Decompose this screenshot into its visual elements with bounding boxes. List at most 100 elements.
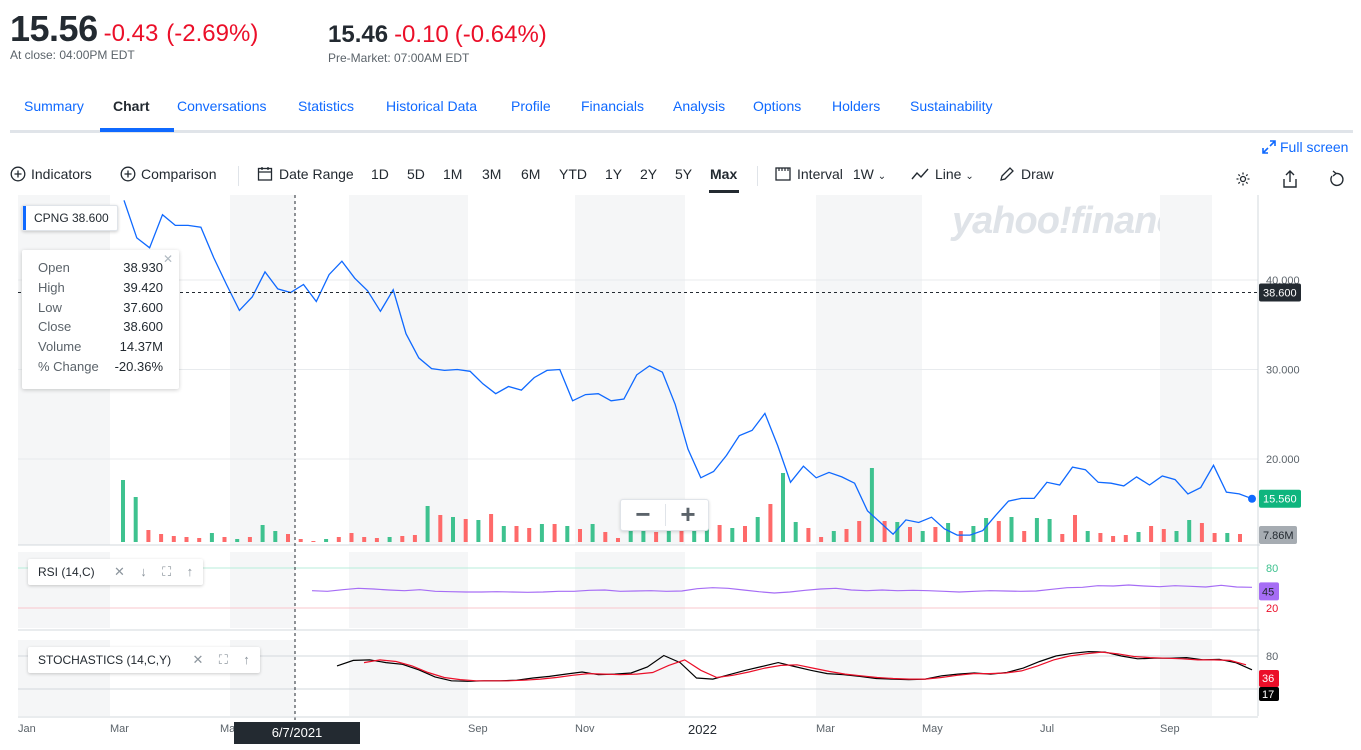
x-tick-label: Mar — [110, 723, 129, 735]
volume-bar — [121, 480, 125, 542]
plus-circle-icon — [120, 166, 136, 182]
range-3m[interactable]: 3M — [482, 166, 502, 182]
volume-bar — [451, 517, 455, 542]
stoch-d-line — [363, 651, 1247, 682]
close-time-label: At close: 04:00PM EDT — [10, 48, 135, 62]
close-icon[interactable]: ✕ — [114, 564, 125, 579]
expand-icon[interactable]: ⛶ — [162, 564, 172, 579]
tab-financials[interactable]: Financials — [581, 98, 645, 114]
share-icon[interactable] — [1282, 170, 1298, 188]
indicators-button[interactable]: Indicators — [10, 166, 92, 182]
interval-button[interactable]: Interval 1W ⌄ — [775, 166, 886, 182]
tab-sustainability[interactable]: Sustainability — [910, 98, 993, 114]
volume-bar — [869, 468, 874, 542]
tab-statistics[interactable]: Statistics — [298, 98, 355, 114]
volume-bar — [146, 530, 151, 542]
volume-bar — [984, 518, 989, 542]
volume-bar — [578, 529, 582, 542]
volume-bar — [133, 497, 138, 542]
quote-tabs: Summary Chart Conversations Statistics H… — [10, 88, 1353, 133]
volume-bar — [1073, 515, 1077, 542]
volume-bar — [514, 526, 519, 542]
volume-bar — [1098, 533, 1103, 542]
tab-options[interactable]: Options — [753, 98, 802, 114]
volume-bar — [654, 532, 659, 542]
reset-icon[interactable] — [1328, 170, 1344, 188]
toolbar-divider — [757, 166, 758, 186]
tab-historical-data[interactable]: Historical Data — [386, 98, 478, 114]
volume-bar — [171, 536, 176, 542]
yahoo-finance-watermark: yahoo!finance — [952, 200, 1198, 242]
last-value: 15.560 — [1263, 494, 1297, 506]
volume-bar — [933, 527, 938, 542]
comparison-button[interactable]: Comparison — [120, 166, 216, 182]
rsi-value: 45 — [1262, 586, 1274, 598]
volume-bar — [806, 528, 811, 542]
toolbar-divider — [238, 166, 239, 186]
chevron-down-icon: ⌄ — [877, 171, 887, 182]
range-1d[interactable]: 1D — [371, 166, 389, 182]
rsi-value-tag — [1259, 582, 1279, 601]
stoch-tick-label: 80 — [1266, 651, 1278, 663]
crosshair-value: 38.600 — [1263, 288, 1297, 300]
volume-bar — [1085, 531, 1090, 542]
range-1y[interactable]: 1Y — [605, 166, 623, 182]
tab-summary[interactable]: Summary — [24, 98, 84, 114]
arrow-up-icon[interactable]: ↑ — [186, 564, 194, 579]
tab-profile[interactable]: Profile — [511, 98, 551, 114]
comparison-label: Comparison — [141, 166, 217, 182]
chart-type-button[interactable]: Line ⌄ — [911, 166, 974, 182]
range-5d[interactable]: 5D — [407, 166, 425, 182]
tab-chart[interactable]: Chart — [113, 98, 150, 114]
volume-bar — [184, 537, 189, 542]
volume-bar — [996, 521, 1001, 542]
volume-bar — [679, 529, 684, 542]
tab-conversations[interactable]: Conversations — [177, 98, 267, 114]
volume-bar — [539, 524, 544, 542]
ohlc-row-change: % Change -20.36% — [38, 358, 163, 374]
volume-bar — [882, 521, 887, 542]
symbol-badge[interactable]: CPNG 38.600 — [22, 205, 118, 231]
draw-button[interactable]: Draw — [999, 166, 1054, 182]
range-6m[interactable]: 6M — [521, 166, 541, 182]
volume-bar — [1225, 533, 1230, 542]
volume-bar — [197, 538, 202, 542]
tab-holders[interactable]: Holders — [832, 98, 881, 114]
premarket-quote: 15.46 -0.10 (-0.64%) Pre-Market: 07:00AM E… — [328, 21, 547, 65]
rsi-line — [311, 584, 1253, 594]
stoch-d-tag — [1259, 670, 1279, 687]
volume-bar — [476, 520, 481, 542]
premarket-change-percent: (-0.64%) — [454, 21, 547, 48]
range-2y[interactable]: 2Y — [640, 166, 658, 182]
volume-bar — [768, 504, 773, 542]
last-value-tag — [1259, 489, 1301, 508]
volume-bar — [1149, 526, 1154, 542]
tab-analysis[interactable]: Analysis — [673, 98, 726, 114]
zoom-out-button[interactable]: − — [635, 499, 651, 529]
volume-bar — [247, 537, 252, 542]
x-tick-label: 2022 — [688, 722, 717, 737]
zoom-in-button[interactable]: + — [680, 499, 696, 529]
volume-bar — [603, 532, 608, 542]
fullscreen-button[interactable]: Full screen — [1262, 139, 1348, 155]
price-series — [123, 200, 1256, 536]
range-ytd[interactable]: YTD — [559, 166, 587, 182]
gear-icon[interactable] — [1235, 171, 1251, 187]
candlestick-icon — [775, 167, 791, 181]
x-tick-label: Ma — [220, 723, 236, 735]
arrow-down-icon[interactable]: ↓ — [140, 564, 147, 579]
range-1m[interactable]: 1M — [443, 166, 463, 182]
last-price-dot — [1248, 494, 1256, 503]
x-tick-label: May — [922, 723, 943, 735]
close-icon[interactable]: ✕ — [192, 652, 204, 667]
volume-bar — [387, 537, 392, 542]
date-range-button[interactable]: Date Range — [257, 166, 354, 182]
close-icon[interactable]: ✕ — [162, 252, 173, 266]
arrow-up-icon[interactable]: ↑ — [243, 652, 250, 667]
x-tick-label: Sep — [1160, 723, 1180, 735]
expand-icon[interactable]: ⛶ — [218, 652, 228, 667]
volume-bar — [336, 537, 341, 542]
x-tick-label: Mar — [816, 723, 835, 735]
range-max[interactable]: Max — [710, 166, 738, 182]
range-5y[interactable]: 5Y — [675, 166, 693, 182]
